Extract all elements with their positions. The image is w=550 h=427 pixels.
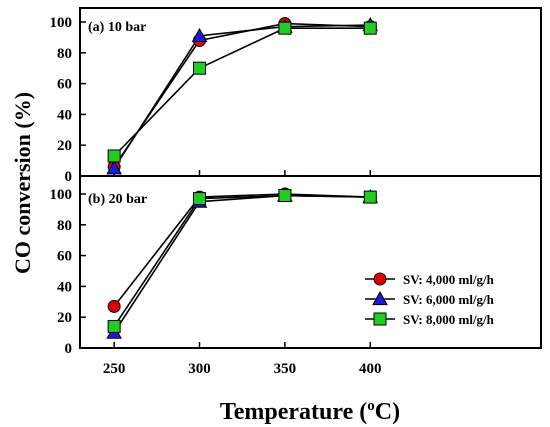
- panel-b-label: (b) 20 bar: [88, 192, 147, 207]
- data-point-a-1-300: [191, 27, 208, 42]
- y-tick-label-b-40: 40: [57, 279, 72, 295]
- x-axis: 250 300 350 400: [103, 361, 382, 377]
- x-tick-label-250: 250: [103, 361, 126, 377]
- legend-marker-1: [372, 290, 388, 306]
- y-tick-label-a-60: 60: [57, 77, 72, 93]
- panel-a: (a) 10 bar 0 20 40 60 80 100: [50, 7, 542, 185]
- data-point-b-2-300: [193, 192, 207, 206]
- x-tick-label-300: 300: [188, 361, 211, 377]
- series-line-a-1: [113, 24, 371, 169]
- legend: SV: 4,000 ml/g/h SV: 6,000 ml/g/h SV: 8,00…: [365, 272, 495, 327]
- panel-b-frame: [79, 175, 542, 349]
- data-point-b-2-350: [278, 189, 292, 203]
- series-line-a-2: [113, 27, 371, 157]
- data-point-a-2-400: [363, 21, 377, 35]
- legend-marker-0: [373, 272, 387, 286]
- y-tick-label-b-20: 20: [57, 310, 72, 326]
- y-axis-title: CO conversion (%): [10, 92, 35, 274]
- panel-b-series: [106, 187, 379, 339]
- data-point-a-2-250: [107, 149, 121, 163]
- panel-a-label: (a) 10 bar: [88, 20, 146, 35]
- panel-b-y-axis: 0 20 40 60 80 100: [50, 187, 372, 357]
- data-point-b-2-250: [107, 319, 121, 333]
- legend-label-0: SV: 4,000 ml/g/h: [403, 272, 495, 287]
- legend-label-1: SV: 6,000 ml/g/h: [403, 292, 495, 307]
- x-axis-title: Temperature (oC): [220, 398, 400, 425]
- y-tick-label-a-80: 80: [57, 46, 72, 62]
- panel-b: (b) 20 bar 0 20 40 60 80 100: [50, 175, 542, 357]
- y-tick-label-b-60: 60: [57, 249, 72, 265]
- y-tick-label-a-40: 40: [57, 107, 72, 123]
- data-point-a-2-350: [278, 21, 292, 35]
- series-line-b-2: [113, 194, 371, 327]
- x-tick-label-350: 350: [274, 361, 297, 377]
- x-tick-label-400: 400: [359, 361, 382, 377]
- panel-a-y-axis: 0 20 40 60 80 100: [50, 15, 372, 185]
- data-point-a-1-250: [106, 160, 122, 175]
- y-tick-label-a-20: 20: [57, 138, 72, 154]
- data-point-a-2-300: [193, 61, 207, 75]
- legend-marker-2: [373, 312, 387, 326]
- series-line-b-1: [113, 194, 371, 334]
- series-line-a-0: [113, 22, 371, 168]
- panel-a-frame: [79, 7, 542, 177]
- legend-label-2: SV: 8,000 ml/g/h: [403, 312, 495, 327]
- panel-a-series: [106, 17, 379, 175]
- y-tick-label-b-80: 80: [57, 218, 72, 234]
- y-tick-label-a-100: 100: [50, 15, 73, 31]
- data-point-b-2-400: [363, 190, 377, 204]
- y-tick-label-b-0: 0: [65, 341, 73, 357]
- series-line-b-0: [113, 193, 371, 307]
- data-point-b-0-250: [107, 299, 121, 313]
- y-tick-label-b-100: 100: [50, 187, 73, 203]
- y-tick-label-a-0: 0: [65, 169, 73, 185]
